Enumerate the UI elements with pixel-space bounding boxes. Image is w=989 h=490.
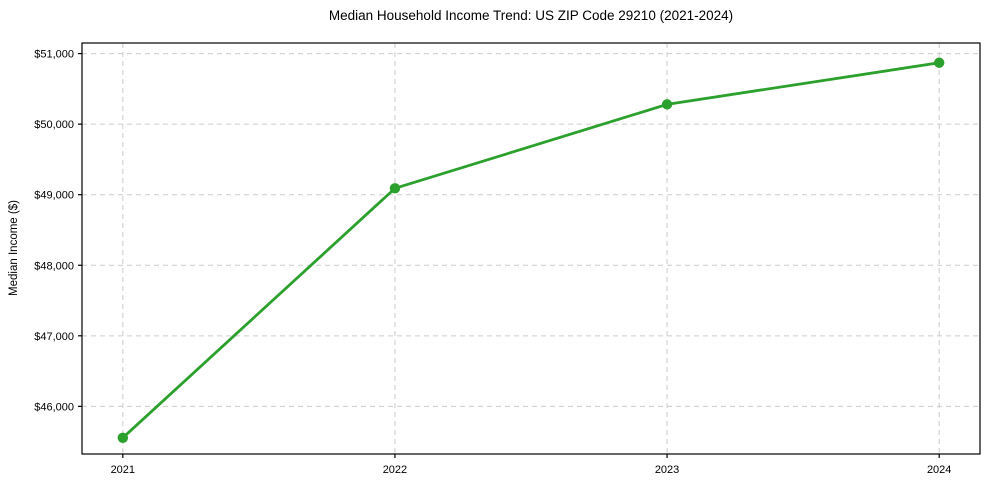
y-tick-label: $51,000 [34, 49, 74, 61]
x-tick-label: 2023 [655, 464, 679, 476]
y-tick-label: $48,000 [34, 260, 74, 272]
plot-border [81, 42, 981, 455]
y-tick-label: $46,000 [34, 401, 74, 413]
y-tick-label: $49,000 [34, 190, 74, 202]
x-tick-label: 2021 [111, 464, 135, 476]
y-tick-label: $47,000 [34, 331, 74, 343]
data-point-2022 [389, 183, 401, 194]
y-tick-label: $50,000 [34, 119, 74, 131]
data-point-2023 [661, 99, 673, 110]
data-point-2024 [933, 57, 945, 68]
chart-title: Median Household Income Trend: US ZIP Co… [328, 8, 734, 23]
data-point-2021 [117, 432, 129, 443]
trend-line [121, 61, 941, 440]
x-tick-label: 2024 [927, 464, 951, 476]
x-tick-label: 2022 [383, 464, 407, 476]
